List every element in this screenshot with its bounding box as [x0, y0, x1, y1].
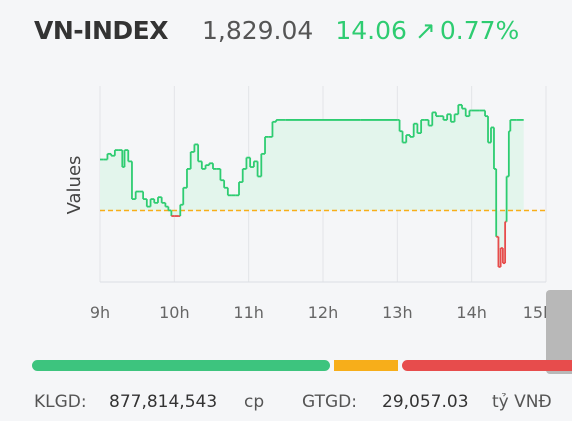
price-line [100, 103, 524, 268]
market-breadth-bar [32, 360, 572, 371]
arrow-up-right-icon: ↗ [414, 15, 436, 45]
x-tick-label: 15h [523, 303, 554, 322]
index-value: 1,829.04 [201, 15, 314, 45]
declining-bar [402, 360, 572, 371]
unchanged-bar [334, 360, 398, 371]
advancing-bar [32, 360, 330, 371]
x-tick-label: 12h [308, 303, 339, 322]
x-tick-label: 13h [382, 303, 413, 322]
x-tick-label: 10h [159, 303, 190, 322]
x-axis-ticks: 9h 10h 11h 12h 13h 14h 15h [90, 303, 553, 322]
turnover-label: GTGD: [302, 392, 357, 412]
turnover-value: 29,057.03 [382, 392, 469, 412]
index-name[interactable]: VN-INDEX [34, 15, 168, 45]
index-header: VN-INDEX 1,829.04 14.06 ↗ 0.77% [34, 10, 560, 50]
volume-label: KLGD: [34, 392, 87, 412]
index-change: 14.06 [335, 15, 407, 45]
volume-footer: KLGD: 877,814,543 cp GTGD: 29,057.03 tỷ … [34, 392, 564, 416]
turnover-unit: tỷ VNĐ [492, 392, 552, 412]
y-axis-label: Values [64, 156, 85, 215]
x-tick-label: 11h [233, 303, 264, 322]
volume-value: 877,814,543 [109, 392, 218, 412]
volume-unit: cp [244, 392, 265, 412]
intraday-chart[interactable]: Values 9h 10h 11h 12h 13h 14h 15h [0, 0, 572, 340]
x-tick-label: 9h [90, 303, 110, 322]
x-tick-label: 14h [456, 303, 487, 322]
chart-area-fill [100, 104, 524, 267]
index-change-percent: 0.77% [439, 15, 520, 45]
